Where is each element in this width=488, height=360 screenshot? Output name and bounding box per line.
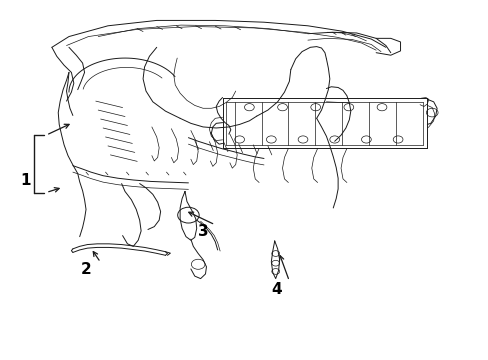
Text: 2: 2 bbox=[81, 262, 91, 277]
Text: 3: 3 bbox=[197, 225, 208, 239]
Text: 4: 4 bbox=[270, 282, 281, 297]
Text: 1: 1 bbox=[21, 172, 31, 188]
